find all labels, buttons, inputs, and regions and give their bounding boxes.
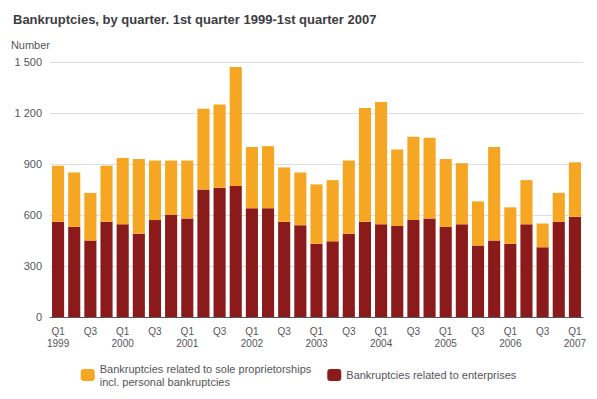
svg-text:Q3: Q3 xyxy=(342,326,356,337)
svg-text:Q1: Q1 xyxy=(504,326,518,337)
svg-text:Q1: Q1 xyxy=(245,326,259,337)
svg-text:2007: 2007 xyxy=(564,338,587,349)
svg-text:2001: 2001 xyxy=(176,338,199,349)
svg-text:900: 900 xyxy=(24,158,42,170)
svg-text:300: 300 xyxy=(24,260,42,272)
svg-text:Bankruptcies, by quarter. 1st: Bankruptcies, by quarter. 1st quarter 19… xyxy=(13,12,376,27)
svg-text:Q1: Q1 xyxy=(568,326,582,337)
svg-text:Q1: Q1 xyxy=(51,326,65,337)
svg-text:0: 0 xyxy=(36,311,42,323)
svg-text:600: 600 xyxy=(24,209,42,221)
svg-text:2000: 2000 xyxy=(112,338,135,349)
svg-text:2002: 2002 xyxy=(241,338,264,349)
svg-text:Q3: Q3 xyxy=(278,326,292,337)
svg-text:Q3: Q3 xyxy=(84,326,98,337)
svg-text:Q3: Q3 xyxy=(148,326,162,337)
svg-text:Q3: Q3 xyxy=(407,326,421,337)
svg-text:Number: Number xyxy=(11,39,50,51)
svg-text:Q3: Q3 xyxy=(213,326,227,337)
svg-text:Q1: Q1 xyxy=(116,326,130,337)
svg-text:1999: 1999 xyxy=(47,338,70,349)
svg-text:Q3: Q3 xyxy=(471,326,485,337)
svg-text:Q3: Q3 xyxy=(536,326,550,337)
svg-text:Q1: Q1 xyxy=(439,326,453,337)
svg-text:1 200: 1 200 xyxy=(14,107,42,119)
svg-text:2003: 2003 xyxy=(305,338,328,349)
svg-text:Q1: Q1 xyxy=(310,326,324,337)
svg-text:incl. personal bankruptcies: incl. personal bankruptcies xyxy=(100,376,231,388)
svg-text:2006: 2006 xyxy=(499,338,522,349)
svg-text:2004: 2004 xyxy=(370,338,393,349)
svg-text:Q1: Q1 xyxy=(374,326,388,337)
svg-text:Bankruptcies related to sole p: Bankruptcies related to sole proprietors… xyxy=(100,363,312,375)
svg-text:1 500: 1 500 xyxy=(14,56,42,68)
svg-text:Bankruptcies related to enterp: Bankruptcies related to enterprises xyxy=(346,369,516,381)
svg-text:Q1: Q1 xyxy=(181,326,195,337)
svg-text:2005: 2005 xyxy=(435,338,458,349)
